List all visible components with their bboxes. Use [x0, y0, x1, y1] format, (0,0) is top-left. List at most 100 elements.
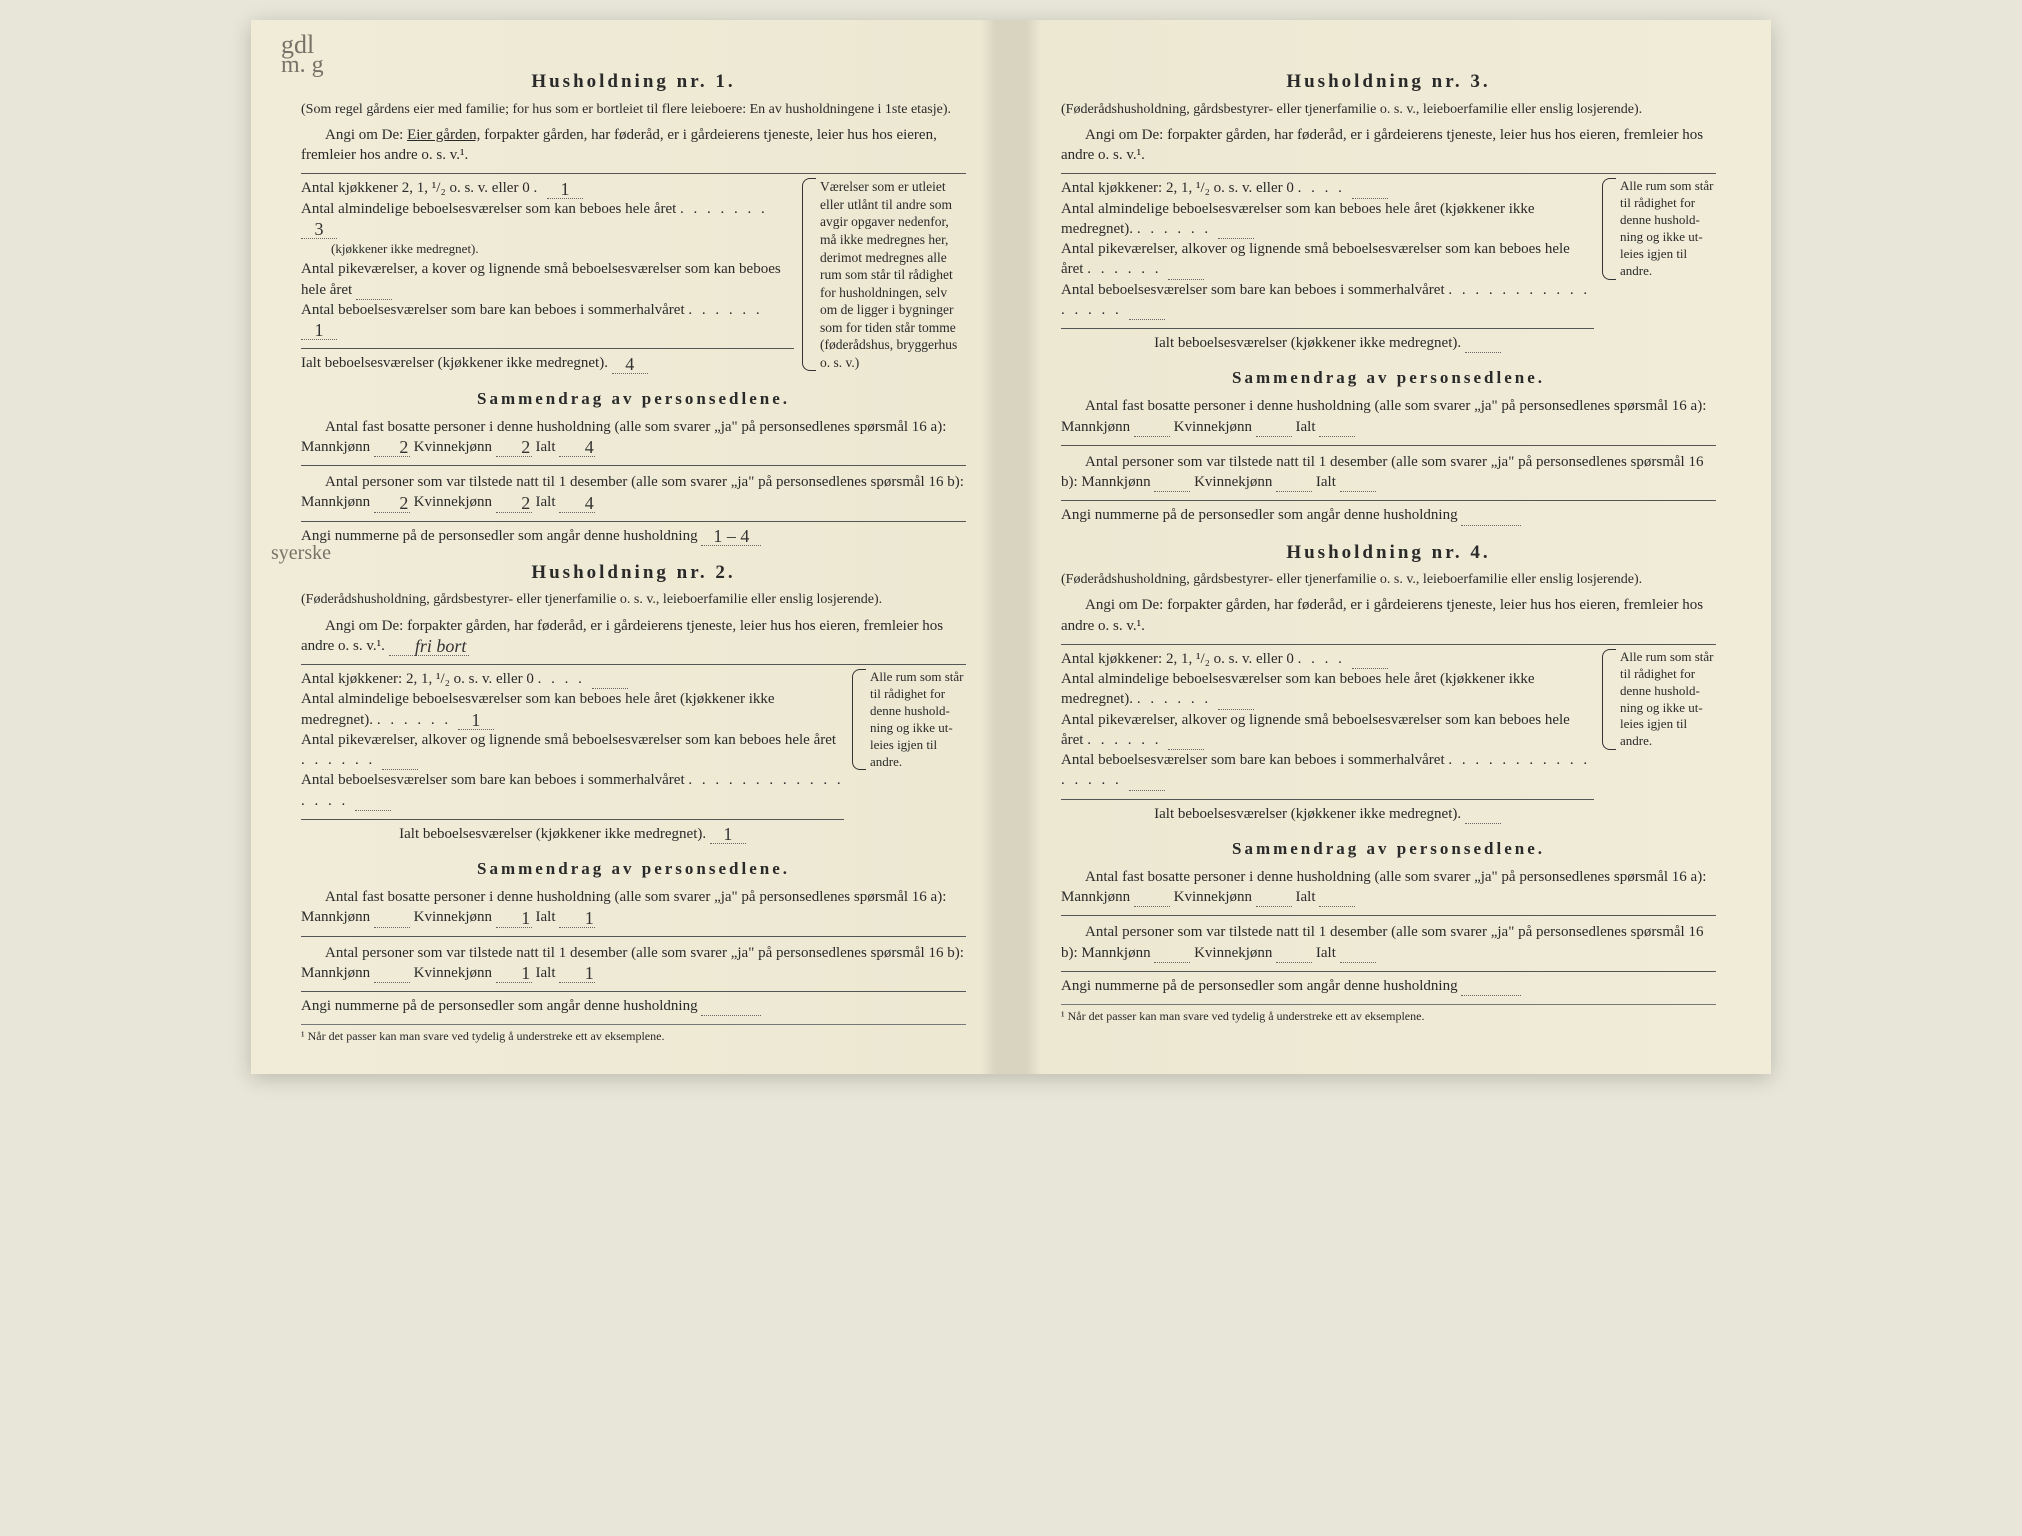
- divider: [301, 348, 794, 349]
- brace: [852, 669, 866, 770]
- label: Ialt: [1316, 474, 1336, 490]
- field-row: Antal almindelige beboelsesværelser som …: [301, 689, 844, 730]
- label: Ialt beboelsesværelser (kjøkkener ikke m…: [301, 355, 608, 371]
- label: Ialt: [536, 439, 556, 455]
- side-note: Værelser som er utleiet eller utlånt til…: [806, 178, 966, 371]
- label: Ialt beboelsesværelser (kjøkkener ikke m…: [1154, 806, 1461, 822]
- dots: . . . . . .: [377, 712, 458, 728]
- label: Ialt beboelsesværelser (kjøkkener ikke m…: [399, 826, 706, 842]
- nums-row: Angi nummerne på de personsedler som ang…: [1061, 976, 1716, 996]
- handwriting-annotation: m. g: [281, 52, 324, 79]
- label: Angi nummerne på de personsedler som ang…: [301, 528, 698, 544]
- label: Angi nummerne på de personsedler som ang…: [301, 998, 698, 1014]
- value: [1461, 995, 1521, 996]
- divider: [301, 173, 966, 174]
- page-right: Husholdning nr. 3. (Føderådshusholdning,…: [1011, 20, 1771, 1074]
- value: [1276, 962, 1312, 963]
- dots: . . . . . .: [1137, 221, 1218, 237]
- value: 4: [612, 355, 648, 374]
- summary-title: Sammendrag av personsedlene.: [1061, 838, 1716, 861]
- value: 4: [559, 494, 595, 513]
- paren-note: (Føderådshusholdning, gårdsbestyrer- ell…: [1061, 571, 1716, 589]
- summary-row: Antal fast bosatte personer i denne hush…: [1061, 867, 1716, 908]
- room-fields: Antal kjøkkener: 2, 1, ¹/₂ o. s. v. elle…: [301, 669, 844, 844]
- label: Antal personer som var tilstede natt til…: [1061, 924, 1703, 960]
- value: 1: [301, 321, 337, 340]
- household-1-title: Husholdning nr. 1.: [301, 69, 966, 95]
- dots: . . . . . .: [1087, 261, 1168, 277]
- divider: [301, 819, 844, 820]
- field-row: Antal beboelsesværelser som bare kan beb…: [301, 770, 844, 811]
- value: 4: [559, 438, 595, 457]
- value: [1276, 491, 1312, 492]
- dots: . . . . . .: [1087, 732, 1168, 748]
- value: [1256, 906, 1292, 907]
- label: Antal almindelige beboelsesværelser som …: [1061, 201, 1535, 237]
- value: 2: [496, 494, 532, 513]
- label: Kvinnekjønn: [1174, 419, 1252, 435]
- brace: [1602, 649, 1616, 750]
- field-row: Antal almindelige beboelsesværelser som …: [1061, 669, 1594, 710]
- household-3-title: Husholdning nr. 3.: [1061, 69, 1716, 95]
- label: Antal pikeværelser, a kover og lignende …: [301, 261, 781, 297]
- dots: . . . .: [538, 671, 592, 687]
- field-row: Antal kjøkkener: 2, 1, ¹/₂ o. s. v. elle…: [301, 669, 844, 689]
- label: Antal pikeværelser, alkover og lignende …: [301, 732, 836, 748]
- label: Antal beboelsesværelser som bare kan beb…: [301, 772, 685, 788]
- value: 1: [710, 825, 746, 844]
- summary-row: Antal personer som var tilstede natt til…: [1061, 922, 1716, 963]
- value: [1465, 823, 1501, 824]
- label: Antal kjøkkener 2, 1, ¹/₂ o. s. v. eller…: [301, 180, 530, 196]
- field-row: Antal beboelsesværelser som bare kan beb…: [1061, 750, 1594, 791]
- dots: .: [533, 180, 547, 196]
- field-row: Antal pikeværelser, alkover og lignende …: [301, 730, 844, 771]
- value: 2: [374, 494, 410, 513]
- nums-row: Angi nummerne på de personsedler som ang…: [301, 996, 966, 1016]
- brace: [1602, 178, 1616, 279]
- angi-line: Angi om De: Eier gården, forpakter gårde…: [301, 125, 966, 166]
- field-row: Ialt beboelsesværelser (kjøkkener ikke m…: [301, 824, 844, 844]
- divider: [1061, 971, 1716, 972]
- divider: [1061, 915, 1716, 916]
- room-block: Antal kjøkkener: 2, 1, ¹/₂ o. s. v. elle…: [1061, 649, 1716, 824]
- label: Antal almindelige beboelsesværelser som …: [301, 201, 676, 217]
- label: Antal personer som var tilstede natt til…: [301, 945, 964, 981]
- angi-line: Angi om De: forpakter gården, har føderå…: [1061, 595, 1716, 636]
- label: Angi nummerne på de personsedler som ang…: [1061, 978, 1458, 994]
- page-left: Husholdning nr. 1. (Som regel gårdens ei…: [251, 20, 1011, 1074]
- angi-line: Angi om De: forpakter gården, har føderå…: [1061, 125, 1716, 166]
- field-row: Ialt beboelsesværelser (kjøkkener ikke m…: [301, 353, 794, 373]
- value: [355, 810, 391, 811]
- text: Alle rum som står til rådighet for denne…: [1620, 178, 1714, 277]
- summary-row: Antal fast bosatte personer i denne hush…: [1061, 396, 1716, 437]
- divider: [1061, 445, 1716, 446]
- divider: [301, 664, 966, 665]
- divider: [1061, 644, 1716, 645]
- footnote: ¹ Når det passer kan man svare ved tydel…: [1061, 1004, 1716, 1024]
- value: 2: [374, 438, 410, 457]
- label: Antal fast bosatte personer i denne hush…: [301, 889, 946, 925]
- field-row: Antal pikeværelser, alkover og lignende …: [1061, 710, 1594, 751]
- room-fields: Antal kjøkkener: 2, 1, ¹/₂ o. s. v. elle…: [1061, 178, 1594, 353]
- value: [1340, 491, 1376, 492]
- value: [701, 1015, 761, 1016]
- value: 1: [559, 909, 595, 928]
- text: Alle rum som står til rådighet for denne…: [870, 669, 964, 768]
- summary-row: Antal fast bosatte personer i denne hush…: [301, 417, 966, 458]
- room-fields: Antal kjøkkener 2, 1, ¹/₂ o. s. v. eller…: [301, 178, 794, 373]
- label: Antal personer som var tilstede natt til…: [1061, 454, 1703, 490]
- label: Kvinnekjønn: [414, 909, 492, 925]
- field-row: Antal kjøkkener: 2, 1, ¹/₂ o. s. v. elle…: [1061, 649, 1594, 669]
- field-row: Ialt beboelsesværelser (kjøkkener ikke m…: [1061, 333, 1594, 353]
- label: Ialt beboelsesværelser (kjøkkener ikke m…: [1154, 335, 1461, 351]
- value: [374, 927, 410, 928]
- field-row: Antal almindelige beboelsesværelser som …: [301, 199, 794, 260]
- value: 1: [496, 964, 532, 983]
- dots: . . . . . .: [301, 752, 382, 768]
- text: Angi om De:: [325, 127, 403, 143]
- value: [1154, 962, 1190, 963]
- text: Alle rum som står til rådighet for denne…: [1620, 649, 1714, 748]
- summary-title: Sammendrag av personsedlene.: [1061, 367, 1716, 390]
- field-row: Antal kjøkkener 2, 1, ¹/₂ o. s. v. eller…: [301, 178, 794, 198]
- label: Kvinnekjønn: [414, 965, 492, 981]
